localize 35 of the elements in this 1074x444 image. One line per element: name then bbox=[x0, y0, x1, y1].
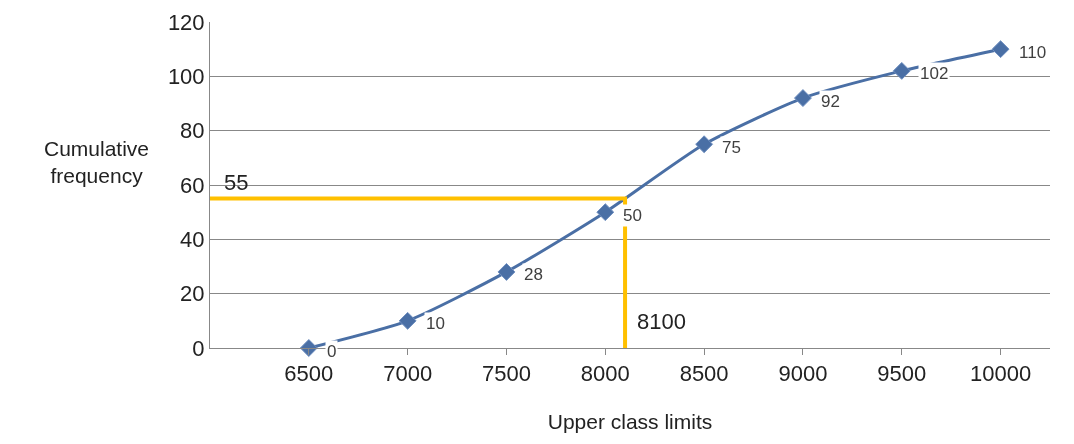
data-label: 102 bbox=[920, 64, 949, 83]
point bbox=[497, 262, 516, 281]
data-label: 28 bbox=[524, 265, 543, 284]
y-tick-label: 120 bbox=[167, 9, 205, 35]
point bbox=[299, 339, 318, 357]
annotation: 8100 bbox=[637, 309, 686, 334]
point bbox=[398, 311, 417, 330]
x-tick-label: 8500 bbox=[679, 361, 729, 387]
x-tick-label: 7500 bbox=[481, 361, 531, 387]
y-tick-label: 20 bbox=[180, 281, 205, 307]
point bbox=[596, 203, 615, 222]
x-axis-title: Upper class limits bbox=[547, 409, 713, 433]
y-tick-label: 0 bbox=[192, 335, 205, 361]
data-label: 0 bbox=[327, 342, 337, 361]
x-tick-label: 8000 bbox=[580, 361, 630, 387]
data-label: 110 bbox=[1019, 43, 1047, 62]
x-tick-label: 6500 bbox=[284, 361, 334, 387]
y-axis-title: Cumulative frequency bbox=[44, 137, 150, 188]
data-label: 75 bbox=[722, 138, 741, 157]
x-tick-label: 9500 bbox=[877, 361, 927, 387]
data-label: 92 bbox=[821, 92, 840, 111]
point bbox=[892, 61, 911, 80]
annotation: 55 bbox=[224, 170, 249, 195]
x-tick-label: 10000 bbox=[970, 361, 1032, 387]
point bbox=[793, 89, 812, 108]
data-label: 10 bbox=[426, 314, 445, 333]
data-label: 50 bbox=[623, 206, 642, 225]
y-tick-label: 100 bbox=[167, 64, 205, 90]
point bbox=[991, 40, 1010, 59]
y-tick-label: 80 bbox=[180, 118, 205, 144]
y-tick-label: 40 bbox=[180, 227, 205, 253]
y-tick-label: 60 bbox=[180, 172, 205, 198]
x-tick-label: 7000 bbox=[383, 361, 433, 387]
x-tick-label: 9000 bbox=[778, 361, 828, 387]
point bbox=[695, 135, 714, 154]
